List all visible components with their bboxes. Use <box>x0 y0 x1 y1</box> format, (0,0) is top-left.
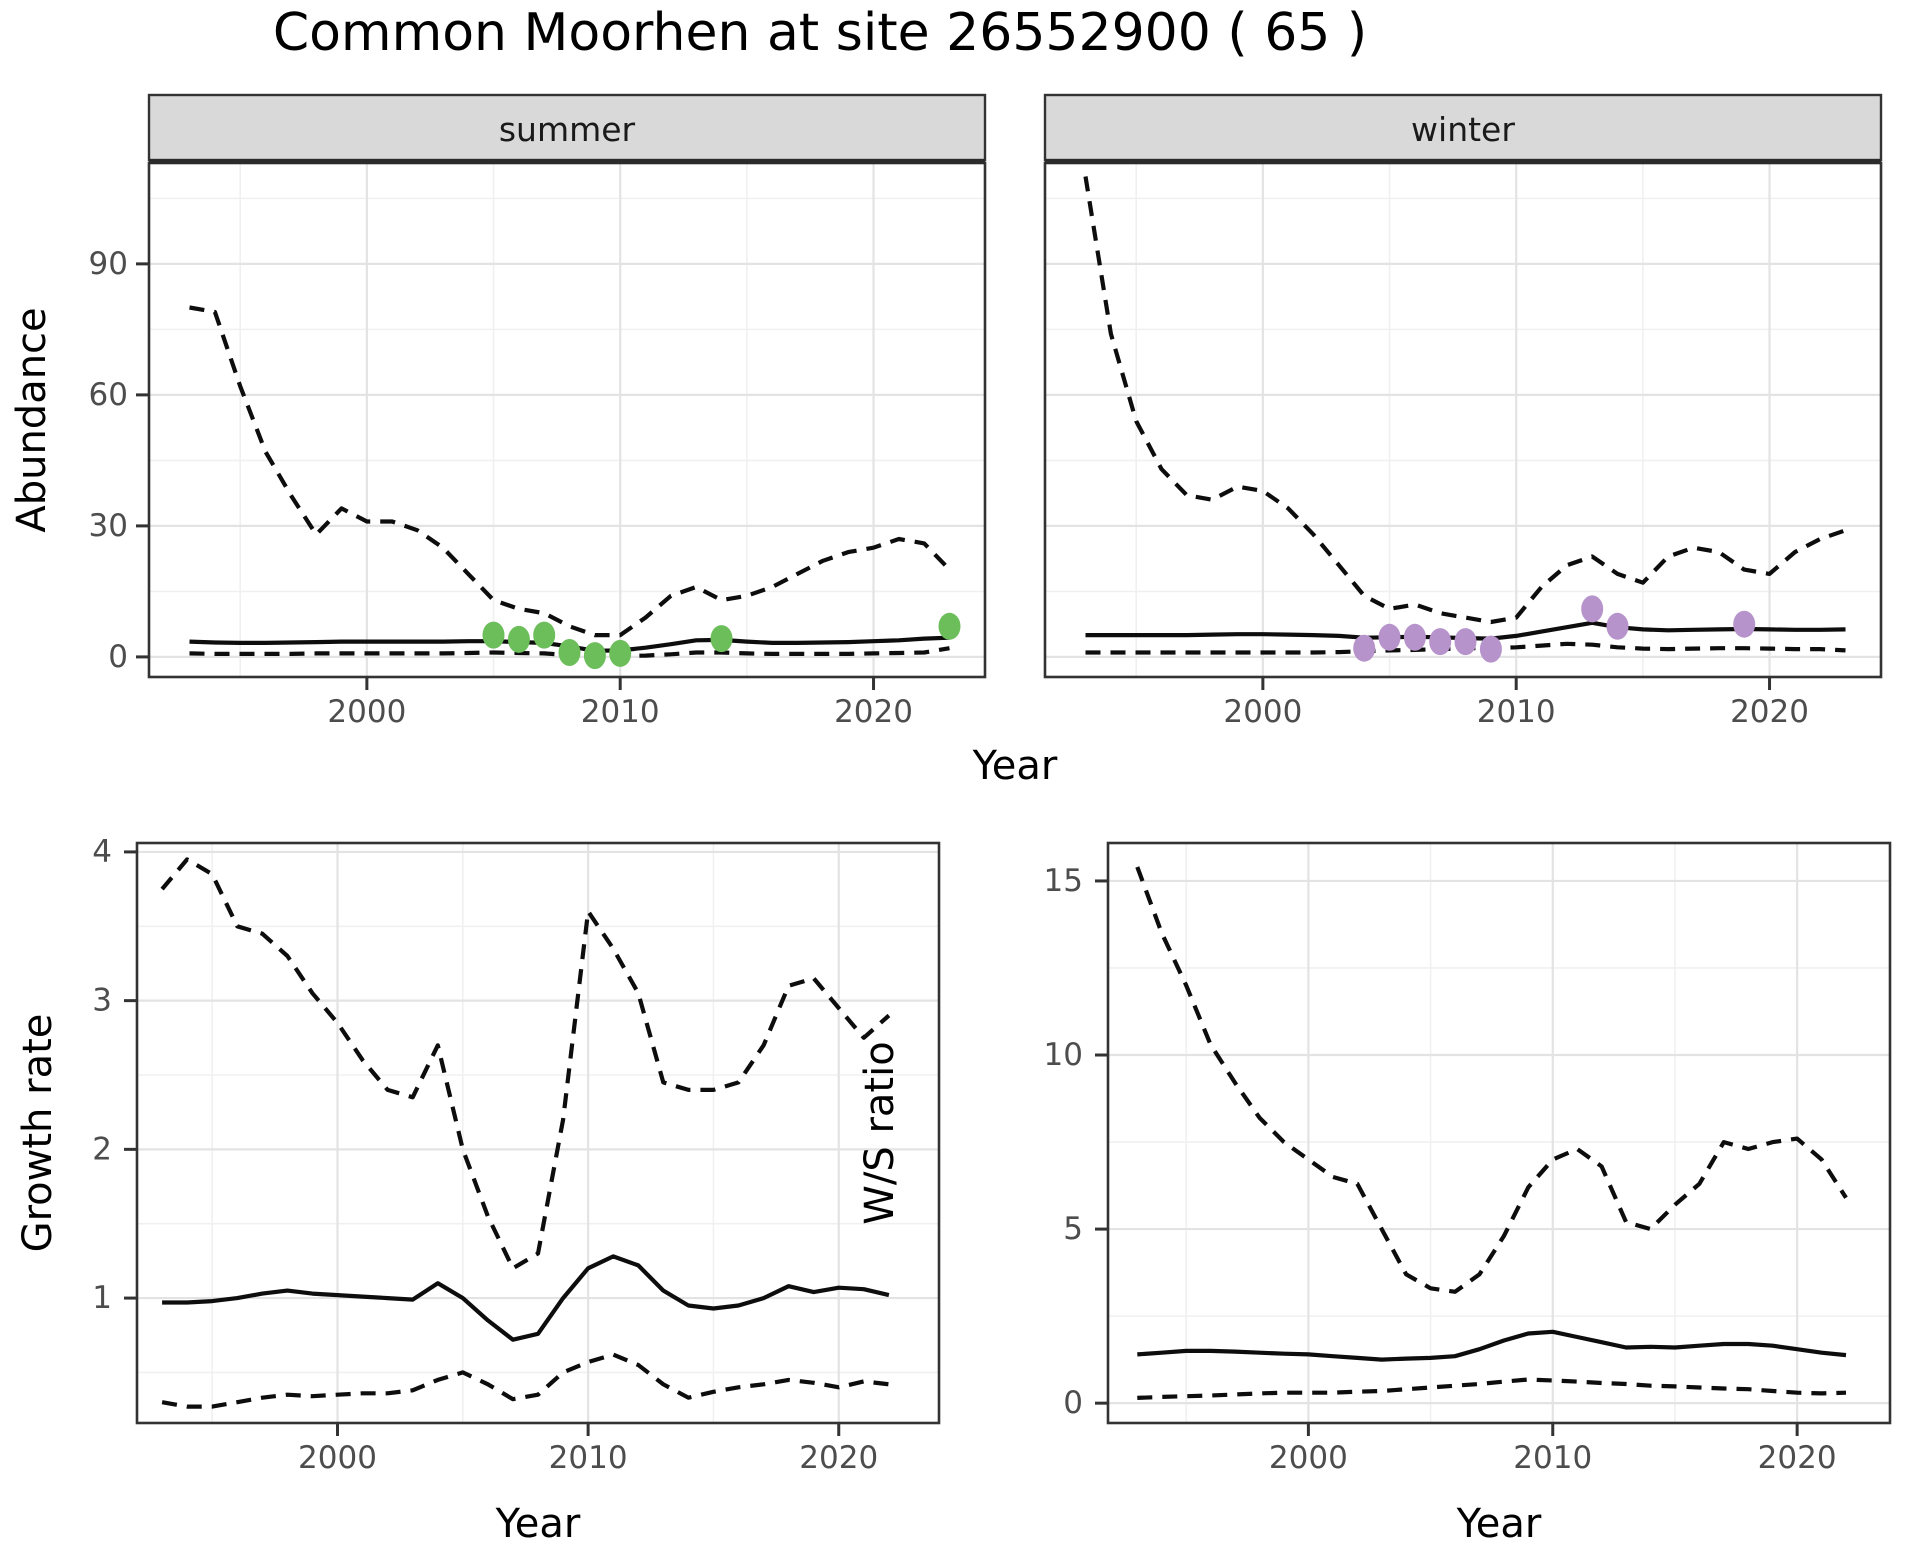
y-tick-label: 30 <box>89 508 128 544</box>
y-tick-label: 3 <box>92 983 112 1019</box>
winter-observation-point <box>1353 634 1376 662</box>
x-tick-label: 2010 <box>549 1440 628 1476</box>
x-tick-label: 2000 <box>1269 1440 1348 1476</box>
x-axis-title-year-growth: Year <box>495 1501 581 1547</box>
facet-strip-label-summer: summer <box>499 110 636 149</box>
y-axis-title-abundance: Abundance <box>9 307 55 533</box>
summer-observation-point <box>609 639 632 667</box>
facet-strip-label-winter: winter <box>1411 110 1515 149</box>
winter-observation-point <box>1429 628 1452 656</box>
y-tick-label: 2 <box>92 1131 112 1167</box>
panel-winter <box>1045 163 1881 677</box>
panel-border-ws <box>1106 841 1892 1425</box>
facet-strip-summer <box>147 93 987 162</box>
winter-observation-point <box>1479 635 1502 663</box>
summer-observation-point <box>533 621 556 649</box>
y-tick-label: 1 <box>92 1280 112 1316</box>
summer-observation-point <box>558 639 581 666</box>
summer-upper_ci-line <box>189 305 952 638</box>
y-tick-label: 60 <box>89 377 128 413</box>
summer-observation-point <box>938 612 961 640</box>
panel-ws <box>1108 843 1890 1423</box>
x-tick-label: 2020 <box>1730 694 1809 730</box>
x-axis-title-year-top: Year <box>972 743 1058 789</box>
x-tick-label: 2020 <box>799 1440 878 1476</box>
growth-lower_ci-line <box>161 1352 890 1409</box>
y-tick-label: 15 <box>1044 863 1083 899</box>
ws-lower_ci-line <box>1137 1377 1847 1400</box>
y-tick-label: 90 <box>89 246 128 282</box>
x-tick-label: 2000 <box>327 694 406 730</box>
summer-observation-point <box>583 642 606 670</box>
ws-upper_ci-line <box>1135 866 1848 1294</box>
y-tick-label: 10 <box>1044 1037 1083 1073</box>
x-tick-label: 2000 <box>298 1440 377 1476</box>
facet-strip-winter <box>1043 93 1883 162</box>
x-axis-title-year-ws: Year <box>1456 1501 1542 1547</box>
winter-observation-point <box>1733 610 1756 638</box>
y-tick-label: 4 <box>92 834 112 870</box>
x-tick-label: 2010 <box>581 694 660 730</box>
winter-observation-point <box>1403 623 1426 651</box>
y-axis-title-ws-ratio: W/S ratio <box>857 1041 903 1225</box>
series-group-growth <box>160 857 891 1409</box>
panel-growth <box>137 843 939 1423</box>
y-tick-label: 0 <box>108 639 128 675</box>
winter-observation-point <box>1454 628 1477 656</box>
winter-observation-point <box>1606 612 1629 640</box>
summer-observation-point <box>507 625 530 653</box>
summer-observation-point <box>482 621 505 649</box>
x-tick-label: 2020 <box>834 694 913 730</box>
page-title: Common Moorhen at site 26552900 ( 65 ) <box>272 3 1368 63</box>
growth-upper_ci-line <box>160 857 891 1271</box>
series-group-summer <box>189 305 961 670</box>
growth-mean-line <box>162 1254 890 1342</box>
winter-observation-point <box>1378 623 1401 651</box>
x-tick-label: 2010 <box>1477 694 1556 730</box>
y-axis-title-growth-rate: Growth rate <box>15 1013 61 1253</box>
summer-observation-point <box>710 625 733 653</box>
x-tick-label: 2010 <box>1513 1440 1592 1476</box>
x-tick-label: 2000 <box>1223 694 1302 730</box>
panel-summer <box>149 163 985 677</box>
series-group-winter <box>1083 176 1847 663</box>
y-tick-label: 0 <box>1063 1385 1083 1421</box>
series-group-ws <box>1135 866 1848 1400</box>
y-tick-label: 5 <box>1063 1211 1083 1247</box>
panel-border-growth <box>135 841 941 1425</box>
ws-mean-line <box>1137 1329 1847 1362</box>
x-tick-label: 2020 <box>1758 1440 1837 1476</box>
winter-observation-point <box>1581 595 1604 623</box>
